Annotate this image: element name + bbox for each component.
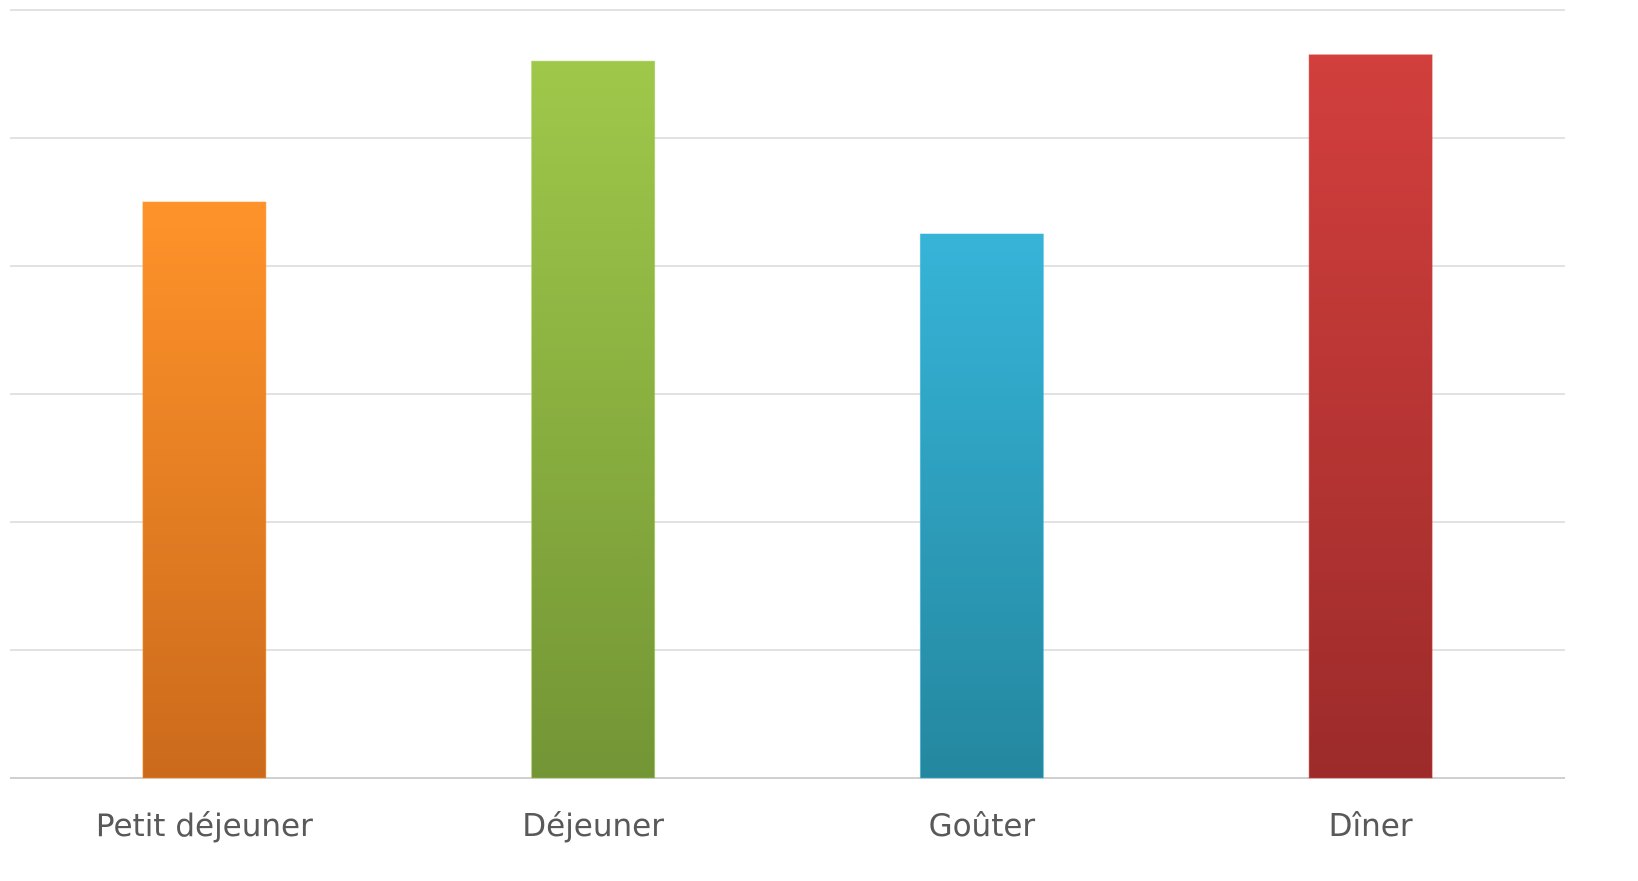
bar-3 (919, 233, 1044, 779)
bar-1 (142, 201, 267, 779)
x-tick-label: Petit déjeuner (96, 808, 313, 844)
category-labels: Petit déjeuner Déjeuner Goûter Dîner (96, 808, 1413, 844)
gridlines (10, 9, 1565, 779)
bar-4 (1308, 54, 1433, 779)
x-tick-label: Déjeuner (522, 808, 664, 844)
x-tick-label: Dîner (1329, 808, 1413, 844)
bar-2 (531, 60, 656, 779)
bars (142, 54, 1433, 779)
x-tick-label: Goûter (929, 808, 1036, 844)
